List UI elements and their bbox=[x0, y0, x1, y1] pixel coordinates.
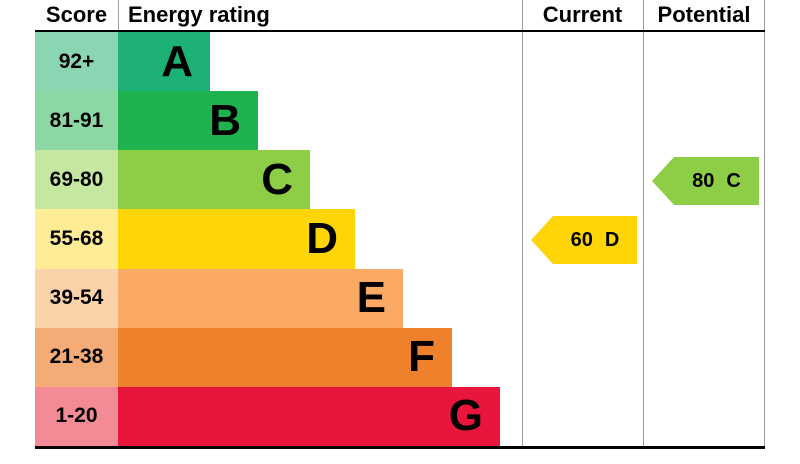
rating-bar-e: E bbox=[118, 268, 403, 328]
rating-bar-c: C bbox=[118, 150, 310, 210]
rating-bar-g: G bbox=[118, 386, 500, 446]
header-score-label: Score bbox=[45, 2, 108, 27]
band-row-a: 92+ A bbox=[35, 32, 765, 92]
header-potential-label: Potential bbox=[657, 2, 751, 27]
band-row-g: 1-20 G bbox=[35, 386, 765, 446]
current-arrow: 60 D bbox=[531, 216, 637, 264]
potential-arrow: 80 C bbox=[652, 157, 759, 205]
band-row-f: 21-38 F bbox=[35, 327, 765, 387]
rating-letter: D bbox=[306, 213, 338, 263]
rating-letter: B bbox=[209, 95, 241, 145]
rating-bar-d: D bbox=[118, 209, 355, 269]
rating-letter: A bbox=[161, 36, 193, 86]
band-row-c: 69-80 C bbox=[35, 150, 765, 210]
band-row-e: 39-54 E bbox=[35, 268, 765, 328]
rating-bar-a: A bbox=[118, 32, 210, 92]
right-border-line bbox=[764, 0, 765, 448]
rating-bands: 92+ A 81-91 B 69-80 C 55-68 D 39-54 bbox=[35, 32, 765, 446]
header-energy-rating-label: Energy rating bbox=[128, 2, 270, 27]
header-current-label: Current bbox=[542, 2, 623, 27]
rating-bar-b: B bbox=[118, 91, 258, 151]
bottom-border-line bbox=[35, 446, 765, 449]
header-underline bbox=[35, 30, 765, 32]
score-range-label: 69-80 bbox=[35, 150, 118, 210]
potential-column-separator bbox=[643, 0, 644, 448]
potential-score-value: 80 bbox=[692, 169, 715, 192]
rating-bar-f: F bbox=[118, 327, 452, 387]
band-row-d: 55-68 D bbox=[35, 209, 765, 269]
score-range-label: 92+ bbox=[35, 32, 118, 92]
score-range-label: 1-20 bbox=[35, 386, 118, 446]
current-score-value: 60 bbox=[570, 228, 593, 251]
current-column-separator bbox=[522, 0, 523, 448]
score-range-label: 55-68 bbox=[35, 209, 118, 269]
rating-letter: F bbox=[408, 332, 435, 382]
rating-letter: G bbox=[448, 391, 483, 441]
score-range-label: 39-54 bbox=[35, 268, 118, 328]
rating-letter: E bbox=[356, 273, 386, 323]
band-row-b: 81-91 B bbox=[35, 91, 765, 151]
score-range-label: 81-91 bbox=[35, 91, 118, 151]
score-column-separator bbox=[118, 0, 119, 30]
current-rating-letter: D bbox=[604, 228, 620, 251]
rating-letter: C bbox=[261, 154, 293, 204]
potential-rating-letter: C bbox=[726, 169, 741, 192]
score-range-label: 21-38 bbox=[35, 327, 118, 387]
